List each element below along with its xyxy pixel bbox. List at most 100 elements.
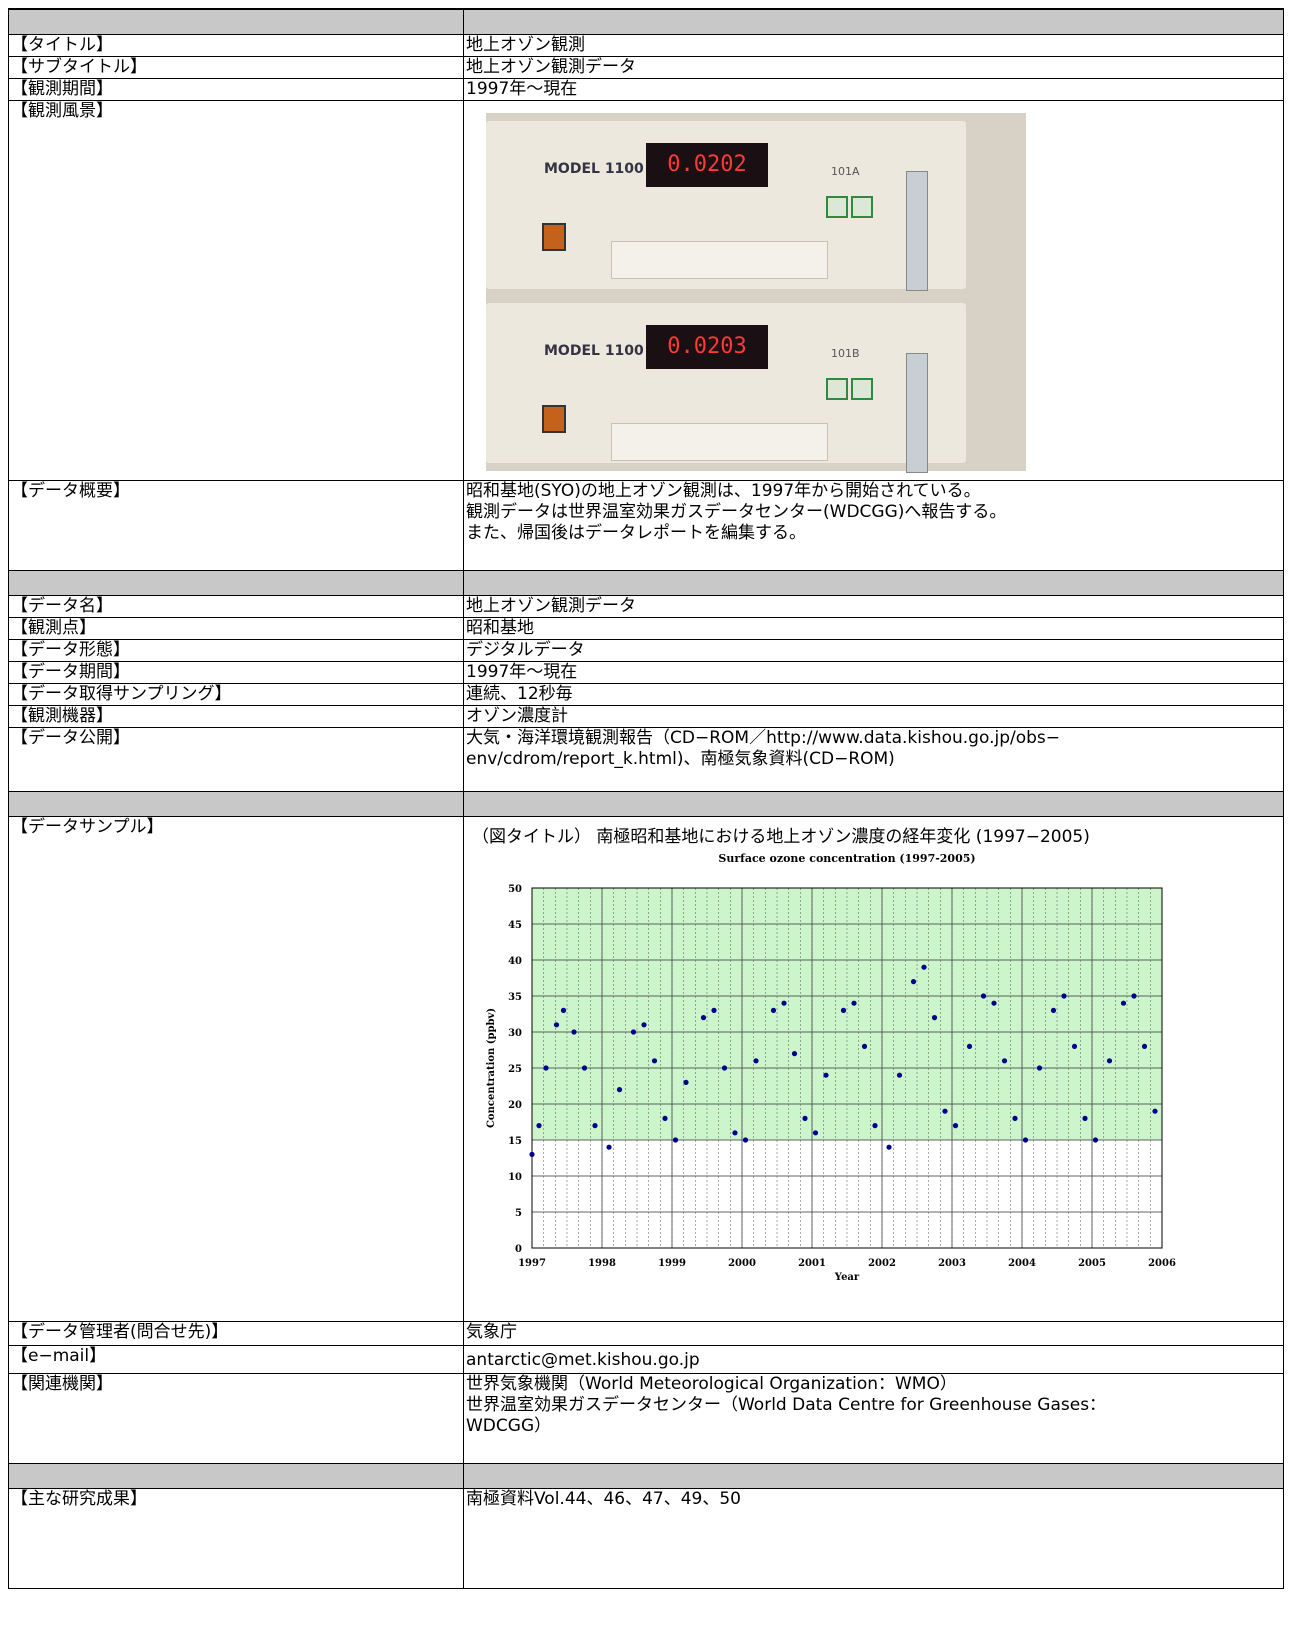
x-tick-label: 2000 <box>728 1258 756 1269</box>
data-point <box>991 1000 997 1006</box>
chart-caption: （図タイトル） 南極昭和基地における地上オゾン濃度の経年変化 (1997−200… <box>472 827 1090 847</box>
org-row: 【関連機関】 世界気象機関（World Meteorological Organ… <box>8 1373 1284 1464</box>
data-point <box>781 1000 787 1006</box>
data-point <box>1061 993 1067 999</box>
x-tick-label: 1999 <box>658 1258 686 1269</box>
x-tick-label: 2006 <box>1148 1258 1176 1269</box>
admin-value: 気象庁 <box>463 1321 1284 1346</box>
y-tick-label: 35 <box>508 992 522 1003</box>
data-point <box>1141 1043 1148 1049</box>
data-point <box>672 1137 679 1143</box>
subtitle-label: 【サブタイトル】 <box>8 56 464 79</box>
data-point <box>742 1137 749 1143</box>
email-label: 【e−mail】 <box>8 1345 464 1374</box>
data-point <box>851 1000 857 1006</box>
summary-label: 【データ概要】 <box>8 480 464 571</box>
x-tick-label: 2001 <box>798 1258 826 1269</box>
summary-value: 昭和基地(SYO)の地上オゾン観測は、1997年から開始されている。 観測データ… <box>463 480 1284 571</box>
publish-row: 【データ公開】 大気・海洋環境観測報告（CD−ROM／http://www.da… <box>8 727 1284 792</box>
data-point <box>529 1151 535 1157</box>
data-period-row: 【データ期間】 1997年～現在 <box>8 661 1284 684</box>
data-point <box>553 1022 560 1028</box>
data-point <box>802 1115 808 1121</box>
format-value: デジタルデータ <box>463 639 1284 662</box>
led-display: 0.0202 <box>646 143 768 187</box>
ozone-scatter-chart: 0 5 10 15 20 25 30 35 40 45 50 1997 1998 1999 2000 2001… <box>486 852 1176 1283</box>
scene-label: 【観測風景】 <box>8 100 464 481</box>
data-point <box>1082 1115 1088 1121</box>
x-axis-label: Year <box>834 1272 860 1283</box>
data-point <box>910 979 917 985</box>
data-point <box>1106 1058 1113 1064</box>
green-button-icon <box>851 378 873 400</box>
format-row: 【データ形態】 デジタルデータ <box>8 639 1284 662</box>
front-panel-slot <box>611 241 828 279</box>
led-display: 0.0203 <box>646 325 768 369</box>
period-value: 1997年～現在 <box>463 78 1284 101</box>
data-period-value: 1997年～現在 <box>463 661 1284 684</box>
sampling-value: 連続、12秒毎 <box>463 683 1284 706</box>
email-value[interactable]: antarctic@met.kishou.go.jp <box>463 1345 1284 1374</box>
ozone-monitor-photo: MODEL 1100 0.0202 101A MODEL 1100 0.0203… <box>486 113 1026 473</box>
data-point <box>861 1043 868 1049</box>
sample-row: 【データサンプル】 （図タイトル） 南極昭和基地における地上オゾン濃度の経年変化… <box>8 816 1284 1322</box>
publish-label: 【データ公開】 <box>8 727 464 792</box>
data-name-row: 【データ名】 地上オゾン観測データ <box>8 595 1284 618</box>
subtitle-value: 地上オゾン観測データ <box>463 56 1284 79</box>
data-period-label: 【データ期間】 <box>8 661 464 684</box>
y-tick-label: 5 <box>515 1208 522 1219</box>
publish-value: 大気・海洋環境観測報告（CD−ROM／http://www.data.kisho… <box>463 727 1284 792</box>
data-point <box>543 1065 549 1071</box>
data-point <box>980 993 987 999</box>
data-point <box>823 1072 829 1078</box>
data-point <box>651 1058 658 1064</box>
plot-frame <box>531 887 1163 1249</box>
email-row: 【e−mail】 antarctic@met.kishou.go.jp <box>8 1345 1284 1374</box>
instrument-label: 【観測機器】 <box>8 705 464 728</box>
data-point <box>921 964 927 970</box>
results-label: 【主な研究成果】 <box>8 1488 464 1589</box>
data-point <box>1012 1115 1018 1121</box>
power-switch-icon <box>542 223 566 251</box>
sampling-label: 【データ取得サンプリング】 <box>8 683 464 706</box>
site-row: 【観測点】 昭和基地 <box>8 617 1284 640</box>
header-separator-row <box>8 8 1284 35</box>
x-tick-label: 1998 <box>588 1258 616 1269</box>
flowmeter-icon <box>906 171 928 291</box>
data-point <box>1022 1137 1029 1143</box>
x-tick-label: 2002 <box>868 1258 896 1269</box>
model-label: MODEL 1100 <box>544 343 644 359</box>
data-point <box>1050 1007 1057 1013</box>
x-tick-label: 2004 <box>1008 1258 1036 1269</box>
period-row: 【観測期間】 1997年～現在 <box>8 78 1284 101</box>
data-point <box>606 1144 612 1150</box>
data-point <box>1131 993 1137 999</box>
data-point <box>592 1123 598 1129</box>
format-label: 【データ形態】 <box>8 639 464 662</box>
separator-row <box>8 791 1284 817</box>
title-value: 地上オゾン観測 <box>463 34 1284 57</box>
y-tick-label: 15 <box>508 1136 522 1147</box>
data-point <box>1071 1043 1078 1049</box>
data-name-label: 【データ名】 <box>8 595 464 618</box>
monitor-unit: MODEL 1100 0.0203 101B <box>486 303 966 473</box>
data-point <box>700 1015 707 1021</box>
front-panel-slot <box>611 423 828 461</box>
summary-row: 【データ概要】 昭和基地(SYO)の地上オゾン観測は、1997年から開始されてい… <box>8 480 1284 571</box>
y-tick-label: 0 <box>515 1244 522 1255</box>
data-point <box>571 1029 577 1035</box>
subtitle-row: 【サブタイトル】 地上オゾン観測データ <box>8 56 1284 79</box>
data-point <box>630 1029 637 1035</box>
y-axis-label: Concentration (ppbv) <box>486 1008 497 1128</box>
y-tick-label: 30 <box>508 1028 522 1039</box>
y-tick-label: 45 <box>508 920 522 931</box>
y-tick-label: 20 <box>508 1100 522 1111</box>
green-button-icon <box>851 196 873 218</box>
green-button-icon <box>826 196 848 218</box>
data-point <box>732 1130 738 1136</box>
data-point <box>753 1058 759 1064</box>
data-point <box>560 1007 567 1013</box>
data-point <box>931 1015 938 1021</box>
model-label: MODEL 1100 <box>544 161 644 177</box>
sample-label: 【データサンプル】 <box>8 816 464 1322</box>
